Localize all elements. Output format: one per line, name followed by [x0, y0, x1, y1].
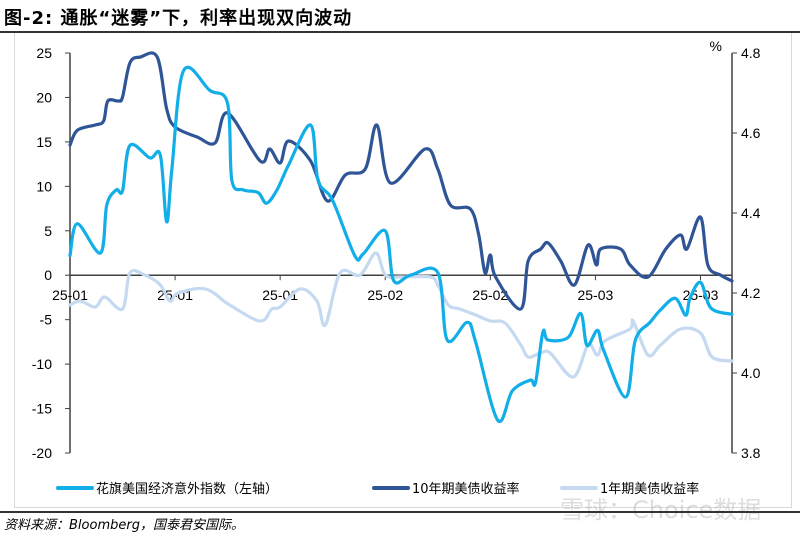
- left-tick-label: 5: [44, 223, 52, 239]
- left-tick-label: 15: [36, 134, 52, 150]
- legend-label-1y: 1年期美债收益率: [600, 482, 700, 497]
- legend-label-surprise: 花旗美国经济意外指数（左轴）: [96, 482, 279, 497]
- legend-item-10y: 10年期美债收益率: [372, 478, 520, 497]
- x-tick-label: 25-01: [52, 287, 88, 303]
- chart-frame: [14, 33, 792, 508]
- legend-swatch-surprise: [56, 485, 94, 490]
- series-line-1y-yield: [68, 251, 734, 379]
- left-tick-label: -5: [40, 312, 53, 328]
- legend-label-10y: 10年期美债收益率: [412, 482, 520, 497]
- legend-swatch-10y: [372, 485, 410, 490]
- series-line-surprise-index: [68, 65, 734, 424]
- right-tick-label: 4.4: [741, 205, 761, 221]
- right-axis-unit: %: [710, 38, 722, 54]
- title-rule: [0, 31, 800, 33]
- right-tick-label: 3.8: [741, 445, 761, 461]
- left-tick-label: -10: [32, 356, 52, 372]
- series-line-10y-yield: [68, 51, 734, 311]
- left-tick-label: -15: [32, 401, 52, 417]
- left-tick-label: 25: [36, 45, 52, 61]
- legend: 花旗美国经济意外指数（左轴） 10年期美债收益率 1年期美债收益率: [0, 478, 800, 498]
- left-tick-label: -20: [32, 445, 52, 461]
- watermark: 雪球：Choice数据: [560, 496, 762, 524]
- figure-title: 图-2: 通胀“迷雾”下，利率出现双向波动: [4, 8, 353, 29]
- left-tick-label: 0: [44, 267, 52, 283]
- source-rule: [0, 511, 800, 513]
- right-tick-label: 4.0: [741, 365, 761, 381]
- x-tick-label: 25-03: [577, 287, 613, 303]
- x-tick-label: 25-02: [367, 287, 403, 303]
- legend-item-1y: 1年期美债收益率: [560, 478, 699, 497]
- legend-swatch-1y: [560, 485, 598, 490]
- source-note: 资料来源：Bloomberg，国泰君安国际。: [4, 518, 244, 533]
- left-tick-label: 10: [36, 178, 52, 194]
- left-tick-label: 20: [36, 89, 52, 105]
- legend-item-surprise: 花旗美国经济意外指数（左轴）: [56, 478, 278, 497]
- right-tick-label: 4.8: [741, 45, 761, 61]
- right-tick-label: 4.6: [741, 125, 761, 141]
- x-tick-label: 25-02: [472, 287, 508, 303]
- right-tick-label: 4.2: [741, 285, 761, 301]
